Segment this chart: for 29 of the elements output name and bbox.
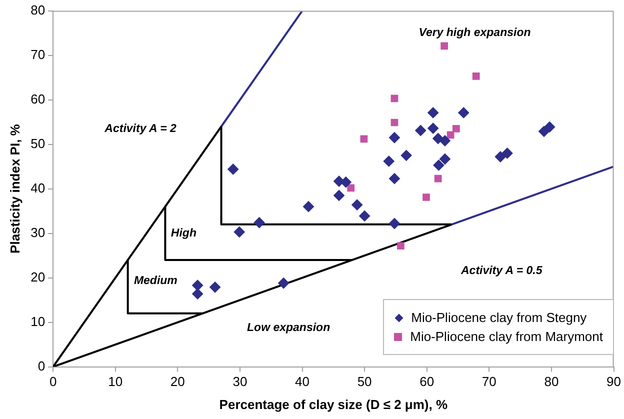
annotation: Very high expansion [418,27,531,40]
annotation: Activity A = 0.5 [460,265,543,278]
annotation: Activity A = 2 [104,122,177,135]
x-tick-label: 70 [482,374,496,390]
x-tick-label: 10 [108,374,123,390]
y-axis-title: Plasticity index PI, % [7,124,22,254]
x-tick-label: 20 [170,374,185,390]
x-tick-label: 0 [49,374,57,390]
y-tick-label: 40 [30,180,46,196]
legend-label: Mio-Pliocene clay from Stegny [411,310,587,325]
annotation: Low expansion [247,322,330,334]
annotation: Medium [134,275,178,288]
y-tick-label: 70 [30,46,46,62]
annotation: High [170,227,196,240]
y-tick-label: 50 [30,136,46,151]
y-tick-label: 10 [30,314,46,329]
x-tick-label: 30 [232,374,248,390]
x-tick-label: 90 [606,374,622,390]
y-tick-label: 80 [30,2,46,18]
legend-label: Mio-Pliocene clay from Marymont [410,329,603,344]
x-axis-title: Percentage of clay size (D ≤ 2 μm), % [219,396,448,412]
y-tick-label: 0 [38,358,46,374]
x-tick-label: 60 [420,374,434,390]
x-tick-label: 50 [357,374,372,390]
x-tick-label: 80 [544,374,559,390]
y-tick-label: 20 [30,269,46,284]
x-tick-label: 40 [295,374,310,390]
y-tick-label: 30 [30,224,46,240]
y-tick-label: 60 [30,91,46,106]
